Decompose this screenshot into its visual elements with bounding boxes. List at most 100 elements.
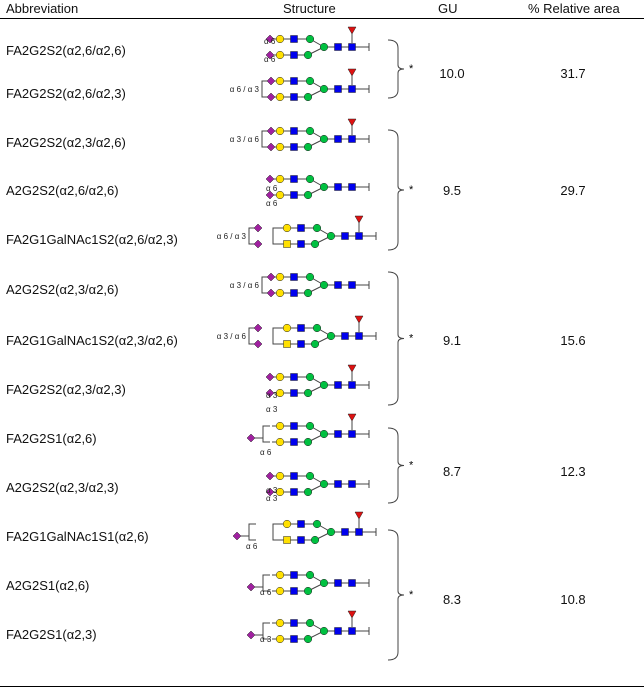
linkage-label: α 3 bbox=[266, 494, 278, 503]
glcnac-square bbox=[290, 273, 298, 281]
sialic-acid-diamond bbox=[232, 531, 242, 541]
linkage-bracket bbox=[248, 227, 256, 245]
glcnac-square bbox=[297, 340, 305, 348]
glcnac-square bbox=[290, 587, 298, 595]
sialic-acid-diamond bbox=[266, 288, 276, 298]
glcnac-square bbox=[348, 627, 356, 635]
glcnac-square bbox=[334, 627, 342, 635]
glcnac-square bbox=[334, 43, 342, 51]
mannose-circle bbox=[310, 339, 320, 349]
galactose-circle bbox=[275, 421, 285, 431]
mannose-circle bbox=[305, 174, 315, 184]
glcnac-square bbox=[334, 579, 342, 587]
glcnac-square bbox=[348, 85, 356, 93]
linkage-bracket bbox=[262, 574, 270, 592]
mannose-circle bbox=[319, 84, 329, 94]
mannose-circle bbox=[312, 323, 322, 333]
row-abbreviation: FA2G1GalNAc1S2(α2,6/α2,3) bbox=[6, 232, 178, 247]
gu-value: 8.3 bbox=[442, 592, 462, 607]
mannose-circle bbox=[319, 182, 329, 192]
linkage-label: α 3 bbox=[260, 635, 272, 644]
linkage-bracket bbox=[262, 425, 270, 443]
sialic-acid-diamond bbox=[265, 34, 275, 44]
relative-area-value: 12.3 bbox=[560, 464, 586, 479]
fucose-triangle bbox=[354, 315, 364, 324]
row-abbreviation: FA2G2S2(α2,6/α2,6) bbox=[6, 43, 126, 58]
galactose-circle bbox=[275, 437, 285, 447]
mannose-circle bbox=[305, 570, 315, 580]
glcnac-square bbox=[297, 240, 305, 248]
linkage-bracket bbox=[261, 276, 269, 294]
sialic-acid-diamond bbox=[266, 142, 276, 152]
sialic-acid-diamond bbox=[253, 339, 263, 349]
galactose-circle bbox=[275, 174, 285, 184]
galactose-circle bbox=[282, 323, 292, 333]
sialic-acid-diamond bbox=[265, 50, 275, 60]
linkage-bracket bbox=[272, 523, 283, 541]
mannose-circle bbox=[305, 471, 315, 481]
mannose-circle bbox=[312, 519, 322, 529]
row-abbreviation: FA2G2S2(α2,6/α2,3) bbox=[6, 86, 126, 101]
linkage-label: α 6 bbox=[246, 542, 258, 551]
group-brace bbox=[387, 529, 405, 661]
glcnac-square bbox=[334, 281, 342, 289]
linkage-label: α 6 bbox=[264, 55, 276, 64]
glcnac-square bbox=[334, 480, 342, 488]
mannose-circle bbox=[319, 479, 329, 489]
glcnac-square bbox=[290, 422, 298, 430]
glcnac-square bbox=[297, 520, 305, 528]
mannose-circle bbox=[319, 280, 329, 290]
sialic-acid-diamond bbox=[265, 174, 275, 184]
sialic-acid-diamond bbox=[246, 433, 256, 443]
glcnac-square bbox=[355, 528, 363, 536]
sialic-acid-diamond bbox=[265, 487, 275, 497]
linkage-label: α 3 bbox=[266, 486, 278, 495]
sialic-acid-diamond bbox=[266, 76, 276, 86]
linkage-label: α 6 bbox=[266, 199, 278, 208]
fucose-triangle bbox=[354, 511, 364, 520]
relative-area-value: 29.7 bbox=[560, 183, 586, 198]
glcnac-square bbox=[290, 619, 298, 627]
sialic-acid-diamond bbox=[253, 223, 263, 233]
fucose-triangle bbox=[354, 215, 364, 224]
fucose-triangle bbox=[347, 610, 357, 619]
glcnac-square bbox=[290, 472, 298, 480]
glcnac-square bbox=[334, 135, 342, 143]
fucose-triangle bbox=[347, 118, 357, 127]
galactose-circle bbox=[275, 34, 285, 44]
mannose-circle bbox=[305, 618, 315, 628]
mannose-circle bbox=[319, 626, 329, 636]
galactose-circle bbox=[275, 50, 285, 60]
mannose-circle bbox=[303, 142, 313, 152]
glcnac-square bbox=[290, 77, 298, 85]
linkage-label: α 3 / α 6 bbox=[230, 135, 260, 144]
mannose-circle bbox=[303, 634, 313, 644]
relative-area-value: 10.8 bbox=[560, 592, 586, 607]
mannose-circle bbox=[312, 223, 322, 233]
linkage-label: α 3 bbox=[266, 391, 278, 400]
sialic-acid-diamond bbox=[246, 582, 256, 592]
row-abbreviation: A2G2S2(α2,3/α2,3) bbox=[6, 480, 119, 495]
glcnac-square bbox=[355, 332, 363, 340]
galactose-circle bbox=[275, 487, 285, 497]
galactose-circle bbox=[282, 519, 292, 529]
mannose-circle bbox=[303, 190, 313, 200]
mannose-circle bbox=[303, 437, 313, 447]
group-brace bbox=[387, 271, 405, 406]
gu-value: 8.7 bbox=[442, 464, 462, 479]
glcnac-square bbox=[297, 536, 305, 544]
glcnac-square bbox=[290, 635, 298, 643]
galnac-square bbox=[283, 240, 291, 248]
galactose-circle bbox=[275, 634, 285, 644]
sialic-acid-diamond bbox=[265, 388, 275, 398]
row-abbreviation: A2G2S2(α2,3/α2,6) bbox=[6, 282, 119, 297]
linkage-label: α 3 / α 6 bbox=[217, 332, 247, 341]
glcnac-square bbox=[290, 51, 298, 59]
sialic-acid-diamond bbox=[265, 471, 275, 481]
glcnac-square bbox=[290, 373, 298, 381]
galactose-circle bbox=[275, 372, 285, 382]
galactose-circle bbox=[275, 471, 285, 481]
mannose-circle bbox=[319, 380, 329, 390]
mannose-circle bbox=[305, 421, 315, 431]
